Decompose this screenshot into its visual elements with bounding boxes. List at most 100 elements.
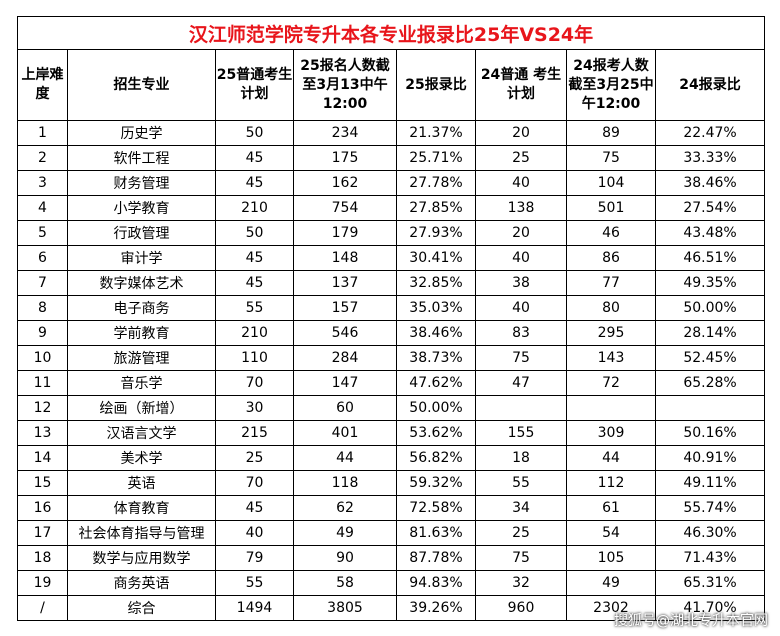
table-row: 19 商务英语 55 58 94.83% 32 49 65.31% [17, 570, 766, 596]
table-row: 17 社会体育指导与管理 40 49 81.63% 25 54 46.30% [17, 520, 766, 546]
header-25-plan: 25普通考生计划 [215, 49, 294, 121]
cell-24-ratio: 33.33% [654, 145, 766, 171]
cell-24-ratio: 40.91% [654, 445, 766, 471]
cell-25-applicants: 90 [293, 545, 397, 571]
cell-difficulty: 2 [17, 145, 68, 171]
cell-difficulty: 6 [17, 245, 68, 271]
cell-25-ratio: 94.83% [396, 570, 476, 596]
cell-25-plan: 45 [215, 145, 294, 171]
cell-difficulty: 9 [17, 320, 68, 346]
cell-24-ratio: 28.14% [654, 320, 766, 346]
cell-major: 电子商务 [67, 295, 216, 321]
cell-major: 音乐学 [67, 370, 216, 396]
cell-major: 综合 [67, 595, 216, 621]
header-25-ratio: 25报录比 [396, 49, 476, 121]
cell-24-applicants: 309 [566, 420, 656, 446]
cell-difficulty: 4 [17, 195, 68, 221]
table-row: 4 小学教育 210 754 27.85% 138 501 27.54% [17, 195, 766, 221]
cell-24-ratio: 49.11% [654, 470, 766, 496]
cell-24-ratio: 22.47% [654, 120, 766, 146]
table-row: 8 电子商务 55 157 35.03% 40 80 50.00% [17, 295, 766, 321]
cell-24-ratio: 50.00% [654, 295, 766, 321]
cell-24-applicants: 44 [566, 445, 656, 471]
table-row: 1 历史学 50 234 21.37% 20 89 22.47% [17, 120, 766, 146]
cell-25-ratio: 59.32% [396, 470, 476, 496]
cell-major: 社会体育指导与管理 [67, 520, 216, 546]
cell-difficulty: 17 [17, 520, 68, 546]
table-row: 3 财务管理 45 162 27.78% 40 104 38.46% [17, 170, 766, 196]
cell-difficulty: 3 [17, 170, 68, 196]
cell-24-plan: 20 [475, 120, 567, 146]
cell-24-plan: 138 [475, 195, 567, 221]
cell-25-plan: 70 [215, 470, 294, 496]
cell-25-plan: 45 [215, 495, 294, 521]
cell-25-applicants: 546 [293, 320, 397, 346]
cell-major: 英语 [67, 470, 216, 496]
cell-major: 汉语言文学 [67, 420, 216, 446]
cell-25-plan: 215 [215, 420, 294, 446]
table-row: / 综合 1494 3805 39.26% 960 2302 41.70% [17, 595, 766, 621]
cell-major: 商务英语 [67, 570, 216, 596]
cell-24-applicants: 112 [566, 470, 656, 496]
cell-25-ratio: 50.00% [396, 395, 476, 421]
cell-difficulty: 5 [17, 220, 68, 246]
cell-24-applicants: 46 [566, 220, 656, 246]
cell-25-plan: 1494 [215, 595, 294, 621]
cell-24-applicants: 61 [566, 495, 656, 521]
table-title: 汉江师范学院专升本各专业报录比25年VS24年 [16, 16, 766, 50]
cell-25-applicants: 162 [293, 170, 397, 196]
cell-24-plan: 40 [475, 245, 567, 271]
cell-difficulty: 7 [17, 270, 68, 296]
cell-difficulty: 13 [17, 420, 68, 446]
cell-25-ratio: 39.26% [396, 595, 476, 621]
cell-25-plan: 110 [215, 345, 294, 371]
table-row: 11 音乐学 70 147 47.62% 47 72 65.28% [17, 370, 766, 396]
cell-25-applicants: 175 [293, 145, 397, 171]
cell-25-applicants: 62 [293, 495, 397, 521]
cell-25-applicants: 137 [293, 270, 397, 296]
table-row: 7 数字媒体艺术 45 137 32.85% 38 77 49.35% [17, 270, 766, 296]
cell-24-plan: 55 [475, 470, 567, 496]
cell-difficulty: 19 [17, 570, 68, 596]
cell-25-ratio: 35.03% [396, 295, 476, 321]
cell-24-plan: 32 [475, 570, 567, 596]
cell-24-plan: 25 [475, 520, 567, 546]
cell-24-plan: 75 [475, 545, 567, 571]
cell-24-applicants: 49 [566, 570, 656, 596]
cell-25-plan: 45 [215, 245, 294, 271]
table-row: 5 行政管理 50 179 27.93% 20 46 43.48% [17, 220, 766, 246]
cell-24-applicants: 54 [566, 520, 656, 546]
table-body: 1 历史学 50 234 21.37% 20 89 22.47% 2 软件工程 45 175 25.71… [17, 120, 766, 621]
cell-25-plan: 70 [215, 370, 294, 396]
cell-25-plan: 55 [215, 295, 294, 321]
cell-difficulty: 16 [17, 495, 68, 521]
cell-25-plan: 79 [215, 545, 294, 571]
cell-24-plan: 25 [475, 145, 567, 171]
header-24-plan: 24普通 考生计划 [475, 49, 567, 121]
cell-25-applicants: 401 [293, 420, 397, 446]
cell-24-ratio: 27.54% [654, 195, 766, 221]
table-row: 15 英语 70 118 59.32% 55 112 49.11% [17, 470, 766, 496]
cell-24-plan: 83 [475, 320, 567, 346]
cell-major: 旅游管理 [67, 345, 216, 371]
cell-24-plan: 20 [475, 220, 567, 246]
cell-25-applicants: 58 [293, 570, 397, 596]
cell-25-ratio: 47.62% [396, 370, 476, 396]
cell-25-ratio: 27.78% [396, 170, 476, 196]
cell-25-applicants: 60 [293, 395, 397, 421]
cell-24-ratio: 52.45% [654, 345, 766, 371]
cell-24-applicants: 295 [566, 320, 656, 346]
cell-25-ratio: 53.62% [396, 420, 476, 446]
cell-24-applicants: 89 [566, 120, 656, 146]
cell-25-plan: 50 [215, 120, 294, 146]
cell-major: 软件工程 [67, 145, 216, 171]
cell-24-ratio: 43.48% [654, 220, 766, 246]
cell-24-applicants: 77 [566, 270, 656, 296]
cell-25-plan: 30 [215, 395, 294, 421]
table-row: 13 汉语言文学 215 401 53.62% 155 309 50.16% [17, 420, 766, 446]
cell-25-applicants: 234 [293, 120, 397, 146]
cell-major: 体育教育 [67, 495, 216, 521]
cell-difficulty: 8 [17, 295, 68, 321]
cell-24-ratio [654, 395, 766, 421]
cell-25-ratio: 25.71% [396, 145, 476, 171]
